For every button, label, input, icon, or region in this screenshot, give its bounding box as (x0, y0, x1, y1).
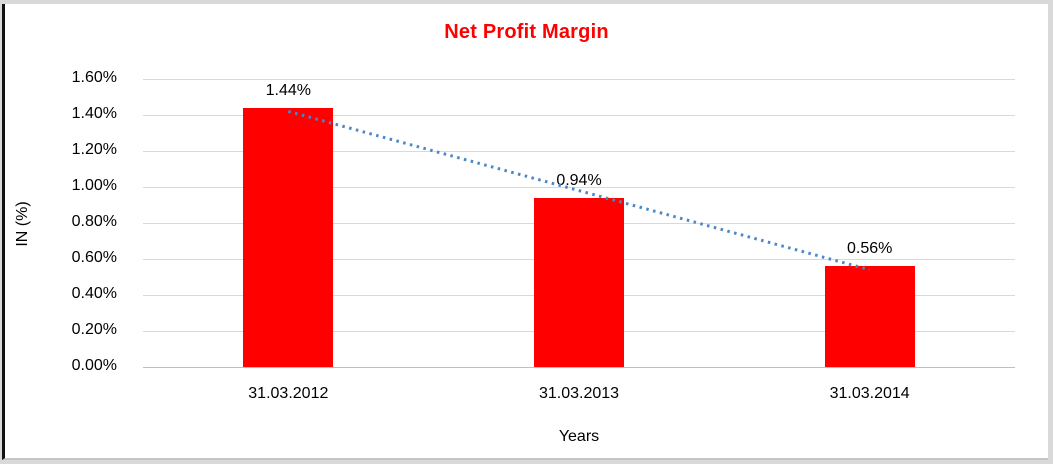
x-axis-category-label: 31.03.2012 (248, 385, 329, 402)
trendline-layer (287, 109, 871, 272)
x-axis-category-label: 31.03.2013 (538, 385, 620, 402)
bar (824, 266, 915, 367)
bar (243, 107, 334, 367)
gridline (143, 114, 1015, 116)
x-axis-title: Years (558, 428, 600, 445)
gridline (143, 150, 1015, 152)
plot-area: 1.44% 0.94% 0.56% (143, 78, 1015, 368)
gridline (143, 78, 1015, 80)
bar-data-label: 1.44% (265, 81, 312, 99)
y-axis-tick-label: 1.00% (71, 177, 117, 194)
x-axis-line (143, 366, 1015, 368)
y-axis-tick-label: 0.00% (71, 357, 117, 374)
y-axis-tick-label: 1.20% (71, 141, 117, 158)
y-axis-tick-label: 0.60% (71, 249, 117, 266)
y-axis-tick-label: 1.40% (71, 105, 117, 122)
y-axis-tick-label: 0.80% (71, 213, 117, 230)
chart-canvas: Net Profit Margin IN (%) 1.60% 1.40% 1.20%… (2, 4, 1048, 460)
bar-data-label: 0.56% (846, 240, 893, 258)
trendline (287, 109, 871, 272)
y-axis-tick-label: 1.60% (71, 69, 117, 86)
x-axis-category-label: 31.03.2014 (829, 385, 910, 402)
bar-data-label: 0.94% (556, 171, 602, 189)
y-axis-tick-label: 0.20% (71, 321, 117, 338)
bar (534, 197, 624, 367)
x-axis-category-labels: 31.03.2012 31.03.2013 31.03.2014 (143, 385, 1015, 407)
y-axis-tick-label: 0.40% (71, 285, 117, 302)
chart-title: Net Profit Margin (444, 21, 609, 43)
gridline (143, 186, 1015, 188)
y-axis-tick-labels: 1.60% 1.40% 1.20% 1.00% 0.80% 0.60% 0.40% 0.20%… (5, 69, 131, 374)
